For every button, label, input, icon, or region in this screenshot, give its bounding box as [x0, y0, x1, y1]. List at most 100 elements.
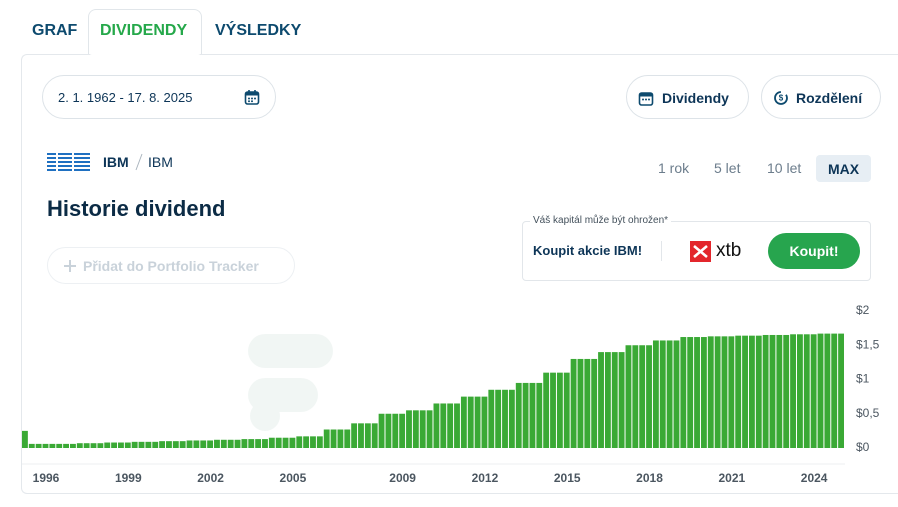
- bar: [460, 396, 467, 448]
- active-tab-frame: [88, 9, 202, 55]
- bar: [227, 439, 234, 448]
- bar: [172, 441, 179, 448]
- bar: [262, 439, 268, 448]
- bar: [721, 336, 728, 448]
- bar: [138, 441, 145, 448]
- bar: [131, 441, 138, 448]
- bar: [529, 382, 536, 448]
- bar: [639, 345, 646, 448]
- bar: [419, 410, 426, 448]
- bar: [145, 441, 152, 448]
- bar: [591, 358, 598, 448]
- bar: [700, 337, 707, 448]
- bar: [831, 333, 838, 448]
- dividends-button[interactable]: Dividendy: [626, 75, 749, 119]
- bar: [200, 440, 207, 448]
- bar: [70, 443, 76, 448]
- bar: [426, 410, 433, 448]
- bar: [550, 372, 556, 448]
- tab[interactable]: VÝSLEDKY: [215, 22, 302, 39]
- bar: [63, 443, 70, 448]
- period-button[interactable]: 5 let: [714, 160, 741, 176]
- bar: [399, 413, 406, 448]
- bar: [104, 442, 111, 448]
- date-range-input[interactable]: 2. 1. 1962 - 17. 8. 2025: [42, 75, 276, 119]
- separator: [135, 153, 143, 171]
- bar: [406, 410, 412, 448]
- bar: [186, 440, 193, 448]
- y-tick-label: $0: [856, 440, 870, 454]
- bar: [35, 443, 42, 448]
- ad-text: Koupit akcie IBM!: [533, 243, 643, 258]
- tab-active[interactable]: DIVIDENDY: [100, 22, 188, 39]
- ticker-symbol: IBM: [103, 154, 129, 170]
- bar: [646, 345, 652, 448]
- bar: [166, 441, 172, 448]
- bar: [824, 333, 831, 448]
- bar: [447, 403, 454, 448]
- bar: [310, 436, 316, 448]
- dividend-chart: $0 $0,5 $1 $1,5 $2 1996 1999 2002 2005 2009 2012 20…: [22, 303, 880, 485]
- bar: [289, 437, 296, 448]
- bar: [618, 352, 625, 448]
- bar: [796, 334, 803, 448]
- ibm-logo: [47, 153, 90, 171]
- bar: [234, 439, 241, 448]
- period-button-active[interactable]: MAX: [816, 155, 871, 182]
- bar: [364, 423, 371, 448]
- button-label: Přidat do Portfolio Tracker: [83, 258, 259, 274]
- bar: [22, 430, 28, 448]
- bar: [694, 337, 700, 448]
- bar: [502, 389, 508, 448]
- bar: [769, 334, 776, 448]
- x-tick-label: 2009: [389, 471, 416, 485]
- tab[interactable]: GRAF: [32, 22, 78, 39]
- bar: [282, 437, 289, 448]
- bar: [584, 358, 591, 448]
- bar: [570, 358, 577, 448]
- y-tick-label: $1,5: [856, 337, 880, 351]
- splits-button[interactable]: $ Rozdělení: [761, 75, 881, 119]
- bar: [604, 352, 611, 448]
- bar: [742, 335, 748, 448]
- bar: [296, 436, 303, 448]
- bar: [515, 382, 522, 448]
- ad-disclaimer: Váš kapitál může být ohrožen*: [530, 215, 672, 226]
- bar: [652, 340, 659, 448]
- period-button[interactable]: 10 let: [767, 160, 802, 176]
- button-label: Dividendy: [662, 90, 729, 106]
- watermark: [248, 334, 333, 431]
- bar: [659, 340, 666, 448]
- bar: [83, 443, 90, 448]
- bar: [412, 410, 419, 448]
- bar: [159, 441, 166, 448]
- bar: [556, 372, 563, 448]
- split-icon: $: [774, 91, 788, 105]
- y-tick-label: $2: [856, 303, 870, 317]
- buy-button[interactable]: Koupit!: [768, 233, 860, 269]
- bar: [179, 441, 186, 448]
- bar: [632, 345, 639, 448]
- bar: [687, 337, 694, 448]
- bar: [481, 396, 488, 448]
- bar: [611, 352, 618, 448]
- bar: [625, 345, 632, 448]
- calendar-icon: [244, 90, 260, 105]
- bar: [152, 441, 159, 448]
- calendar-icon: [638, 92, 654, 106]
- bar: [118, 442, 124, 448]
- bar: [543, 372, 550, 448]
- bar: [378, 413, 385, 448]
- bar: [111, 442, 118, 448]
- bar: [735, 335, 742, 448]
- bar: [433, 403, 440, 448]
- period-button[interactable]: 1 rok: [658, 160, 690, 176]
- x-tick-label: 2015: [554, 471, 581, 485]
- bar: [392, 413, 399, 448]
- bar: [90, 443, 97, 448]
- bar: [666, 340, 673, 448]
- bar: [316, 436, 323, 448]
- x-tick-label: 2002: [197, 471, 224, 485]
